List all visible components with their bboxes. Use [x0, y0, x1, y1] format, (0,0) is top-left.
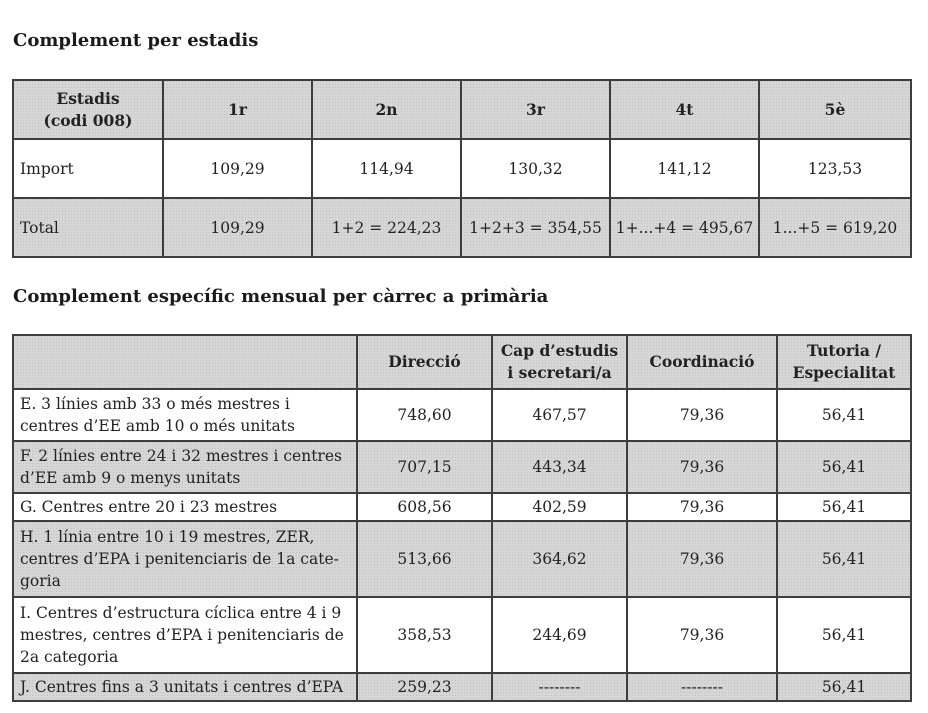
- header-cell: Tutoria / Especialitat: [776, 334, 912, 390]
- table-cell: --------: [491, 672, 628, 702]
- section-title-carrec: Complement específic mensual per càrrec …: [13, 286, 549, 307]
- table-cell: 79,36: [626, 388, 778, 442]
- table-cell: 56,41: [776, 672, 912, 702]
- table-cell: 259,23: [356, 672, 493, 702]
- table-cell: 402,59: [491, 492, 628, 522]
- table-row: E. 3 línies amb 33 o més mestres i centr…: [12, 388, 912, 442]
- row-label: Import: [12, 138, 164, 199]
- table-row: J. Centres fins a 3 unitats i centres d’…: [12, 672, 912, 702]
- table-row: F. 2 línies entre 24 i 32 mestres i cent…: [12, 440, 912, 494]
- table-cell: 79,36: [626, 440, 778, 494]
- table-cell: --------: [626, 672, 778, 702]
- table-row: Total 109,29 1+2 = 224,23 1+2+3 = 354,55…: [12, 197, 912, 258]
- table-cell: 608,56: [356, 492, 493, 522]
- row-label: J. Centres fins a 3 unitats i centres d’…: [12, 672, 358, 702]
- table-cell: 79,36: [626, 492, 778, 522]
- estadis-table: Estadis (codi 008) 1r 2n 3r 4t 5è Import…: [12, 79, 912, 258]
- table-cell: 513,66: [356, 520, 493, 598]
- table-cell: 56,41: [776, 440, 912, 494]
- table-cell: 1+2+3 = 354,55: [460, 197, 611, 258]
- row-label: E. 3 línies amb 33 o més mestres i centr…: [12, 388, 358, 442]
- carrec-header-row: Direcció Cap d’estudis i secretari/a Coo…: [12, 334, 912, 390]
- estadis-header-row: Estadis (codi 008) 1r 2n 3r 4t 5è: [12, 79, 912, 140]
- table-cell: 1+...+4 = 495,67: [609, 197, 760, 258]
- table-cell: 109,29: [162, 197, 313, 258]
- header-cell: 1r: [162, 79, 313, 140]
- table-cell: 56,41: [776, 492, 912, 522]
- row-label: H. 1 línia entre 10 i 19 mestres, ZER, c…: [12, 520, 358, 598]
- table-cell: 56,41: [776, 388, 912, 442]
- table-row: Import 109,29 114,94 130,32 141,12 123,5…: [12, 138, 912, 199]
- table-row: H. 1 línia entre 10 i 19 mestres, ZER, c…: [12, 520, 912, 598]
- table-cell: 1+2 = 224,23: [311, 197, 462, 258]
- row-label: G. Centres entre 20 i 23 mestres: [12, 492, 358, 522]
- table-cell: 748,60: [356, 388, 493, 442]
- header-stadis-line: Estadis (codi 008): [43, 88, 133, 130]
- table-cell: 109,29: [162, 138, 313, 199]
- header-cell: 2n: [311, 79, 462, 140]
- table-cell: 79,36: [626, 596, 778, 674]
- table-cell: 1...+5 = 619,20: [758, 197, 912, 258]
- row-label: F. 2 línies entre 24 i 32 mestres i cent…: [12, 440, 358, 494]
- table-cell: 56,41: [776, 596, 912, 674]
- table-row: I. Centres d’estructura cíclica entre 4 …: [12, 596, 912, 674]
- table-cell: 114,94: [311, 138, 462, 199]
- carrec-table: Direcció Cap d’estudis i secretari/a Coo…: [12, 334, 912, 702]
- table-cell: 123,53: [758, 138, 912, 199]
- header-cell: Direcció: [356, 334, 493, 390]
- header-cell: 5è: [758, 79, 912, 140]
- table-cell: 244,69: [491, 596, 628, 674]
- header-cell: 3r: [460, 79, 611, 140]
- table-cell: 364,62: [491, 520, 628, 598]
- table-cell: 56,41: [776, 520, 912, 598]
- header-cell: 4t: [609, 79, 760, 140]
- header-cell: Estadis (codi 008): [12, 79, 164, 140]
- row-label: I. Centres d’estructura cíclica entre 4 …: [12, 596, 358, 674]
- table-cell: 141,12: [609, 138, 760, 199]
- table-cell: 443,34: [491, 440, 628, 494]
- table-cell: 358,53: [356, 596, 493, 674]
- table-row: G. Centres entre 20 i 23 mestres 608,56 …: [12, 492, 912, 522]
- table-cell: 130,32: [460, 138, 611, 199]
- table-cell: 707,15: [356, 440, 493, 494]
- section-title-estadis: Complement per estadis: [13, 30, 259, 51]
- header-cell: Cap d’estudis i secretari/a: [491, 334, 628, 390]
- row-label: Total: [12, 197, 164, 258]
- header-cell: Coordinació: [626, 334, 778, 390]
- table-cell: 79,36: [626, 520, 778, 598]
- header-cell-empty: [12, 334, 358, 390]
- table-cell: 467,57: [491, 388, 628, 442]
